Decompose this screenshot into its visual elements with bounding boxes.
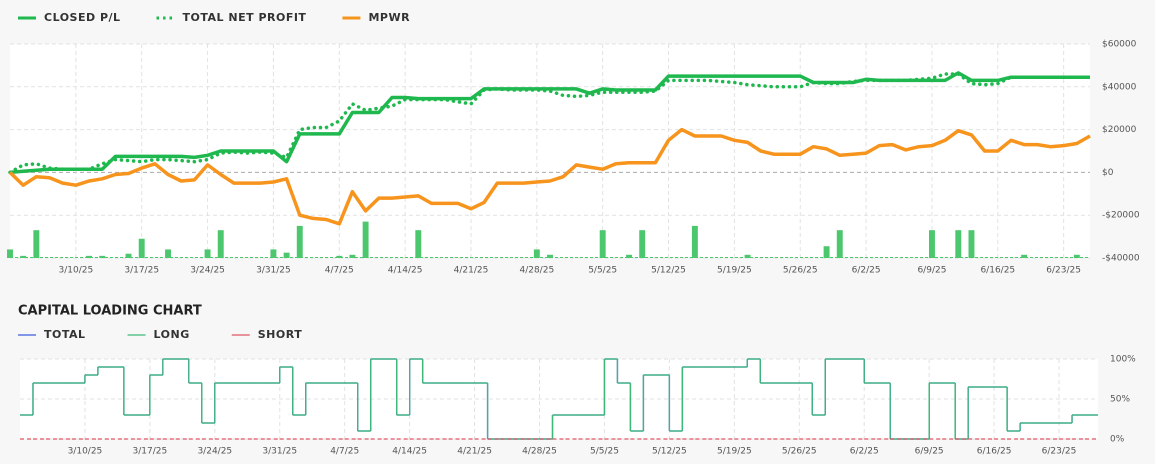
x-tick-label: 4/28/25 [522,447,557,457]
x-tick-label: 4/14/25 [388,266,423,276]
x-tick-label: 6/9/25 [915,447,944,457]
legend-label: CLOSED P/L [44,11,121,24]
bar [599,230,606,258]
x-tick-label: 5/26/25 [783,266,818,276]
bar [20,255,27,258]
x-tick-label: 3/24/25 [197,447,232,457]
bar [639,230,646,258]
x-tick-label: 4/21/25 [457,447,492,457]
bar [968,230,975,258]
legend-label: SHORT [258,328,302,341]
y-tick-label: 100% [1110,355,1136,365]
y-tick-label: -$20000 [1102,211,1140,221]
x-tick-label: 6/16/25 [980,266,1015,276]
bar [283,252,290,258]
x-tick-label: 5/5/25 [590,447,619,457]
bar [99,255,106,258]
x-tick-label: 4/7/25 [330,447,359,457]
bar [533,249,540,258]
x-tick-label: 3/31/25 [256,266,291,276]
x-tick-label: 6/2/25 [852,266,881,276]
bar [349,254,356,258]
bar [1021,254,1028,258]
bar [125,253,132,258]
x-tick-label: 5/19/25 [717,447,752,457]
bar [823,246,830,258]
bar [1073,254,1080,258]
bar [691,225,698,258]
bar [7,249,13,258]
bar [626,254,632,258]
bar [955,230,962,258]
bar [336,255,343,258]
x-tick-label: 5/5/25 [588,266,617,276]
plot-area [10,44,1090,258]
x-tick-label: 6/9/25 [917,266,946,276]
bar [270,249,277,258]
bar [415,230,422,258]
x-tick-label: 3/17/25 [133,447,168,457]
bar [86,255,92,258]
x-tick-label: 5/26/25 [782,447,817,457]
legend-label: MPWR [368,11,410,24]
bar [165,249,172,258]
legend-label: TOTAL [44,328,86,341]
x-tick-label: 3/10/25 [59,266,94,276]
x-tick-label: 3/17/25 [124,266,159,276]
x-tick-label: 3/24/25 [190,266,225,276]
x-tick-label: 4/28/25 [519,266,554,276]
x-tick-label: 6/2/25 [850,447,879,457]
x-tick-label: 4/7/25 [325,266,354,276]
bar [138,238,145,258]
y-tick-label: $40000 [1102,82,1137,92]
series-line [8,127,1091,226]
bar [928,230,935,258]
x-tick-label: 3/10/25 [68,447,103,457]
x-tick-label: 5/12/25 [651,266,686,276]
y-tick-label: $20000 [1102,125,1137,135]
bar [362,221,369,258]
x-tick-label: 4/14/25 [392,447,427,457]
bar [33,230,40,258]
legend-label: TOTAL NET PROFIT [183,11,307,24]
bar [204,249,211,258]
bar [836,230,843,258]
bar [296,225,303,258]
y-tick-label: $60000 [1102,40,1137,50]
bar [217,230,224,258]
x-tick-label: 5/19/25 [717,266,752,276]
x-tick-label: 6/23/25 [1042,447,1077,457]
chart-title: CAPITAL LOADING CHART [18,304,202,319]
bar [744,254,751,258]
y-tick-label: 50% [1110,395,1130,405]
x-tick-label: 6/23/25 [1046,266,1081,276]
y-tick-label: 0% [1110,435,1125,445]
legend-label: LONG [154,328,190,341]
x-tick-label: 6/16/25 [977,447,1012,457]
y-tick-label: $0 [1102,168,1114,178]
bar [547,254,553,258]
series-line [8,72,1092,175]
y-tick-label: -$40000 [1102,254,1140,264]
x-tick-label: 3/31/25 [262,447,297,457]
x-tick-label: 5/12/25 [652,447,687,457]
x-tick-label: 4/21/25 [454,266,489,276]
